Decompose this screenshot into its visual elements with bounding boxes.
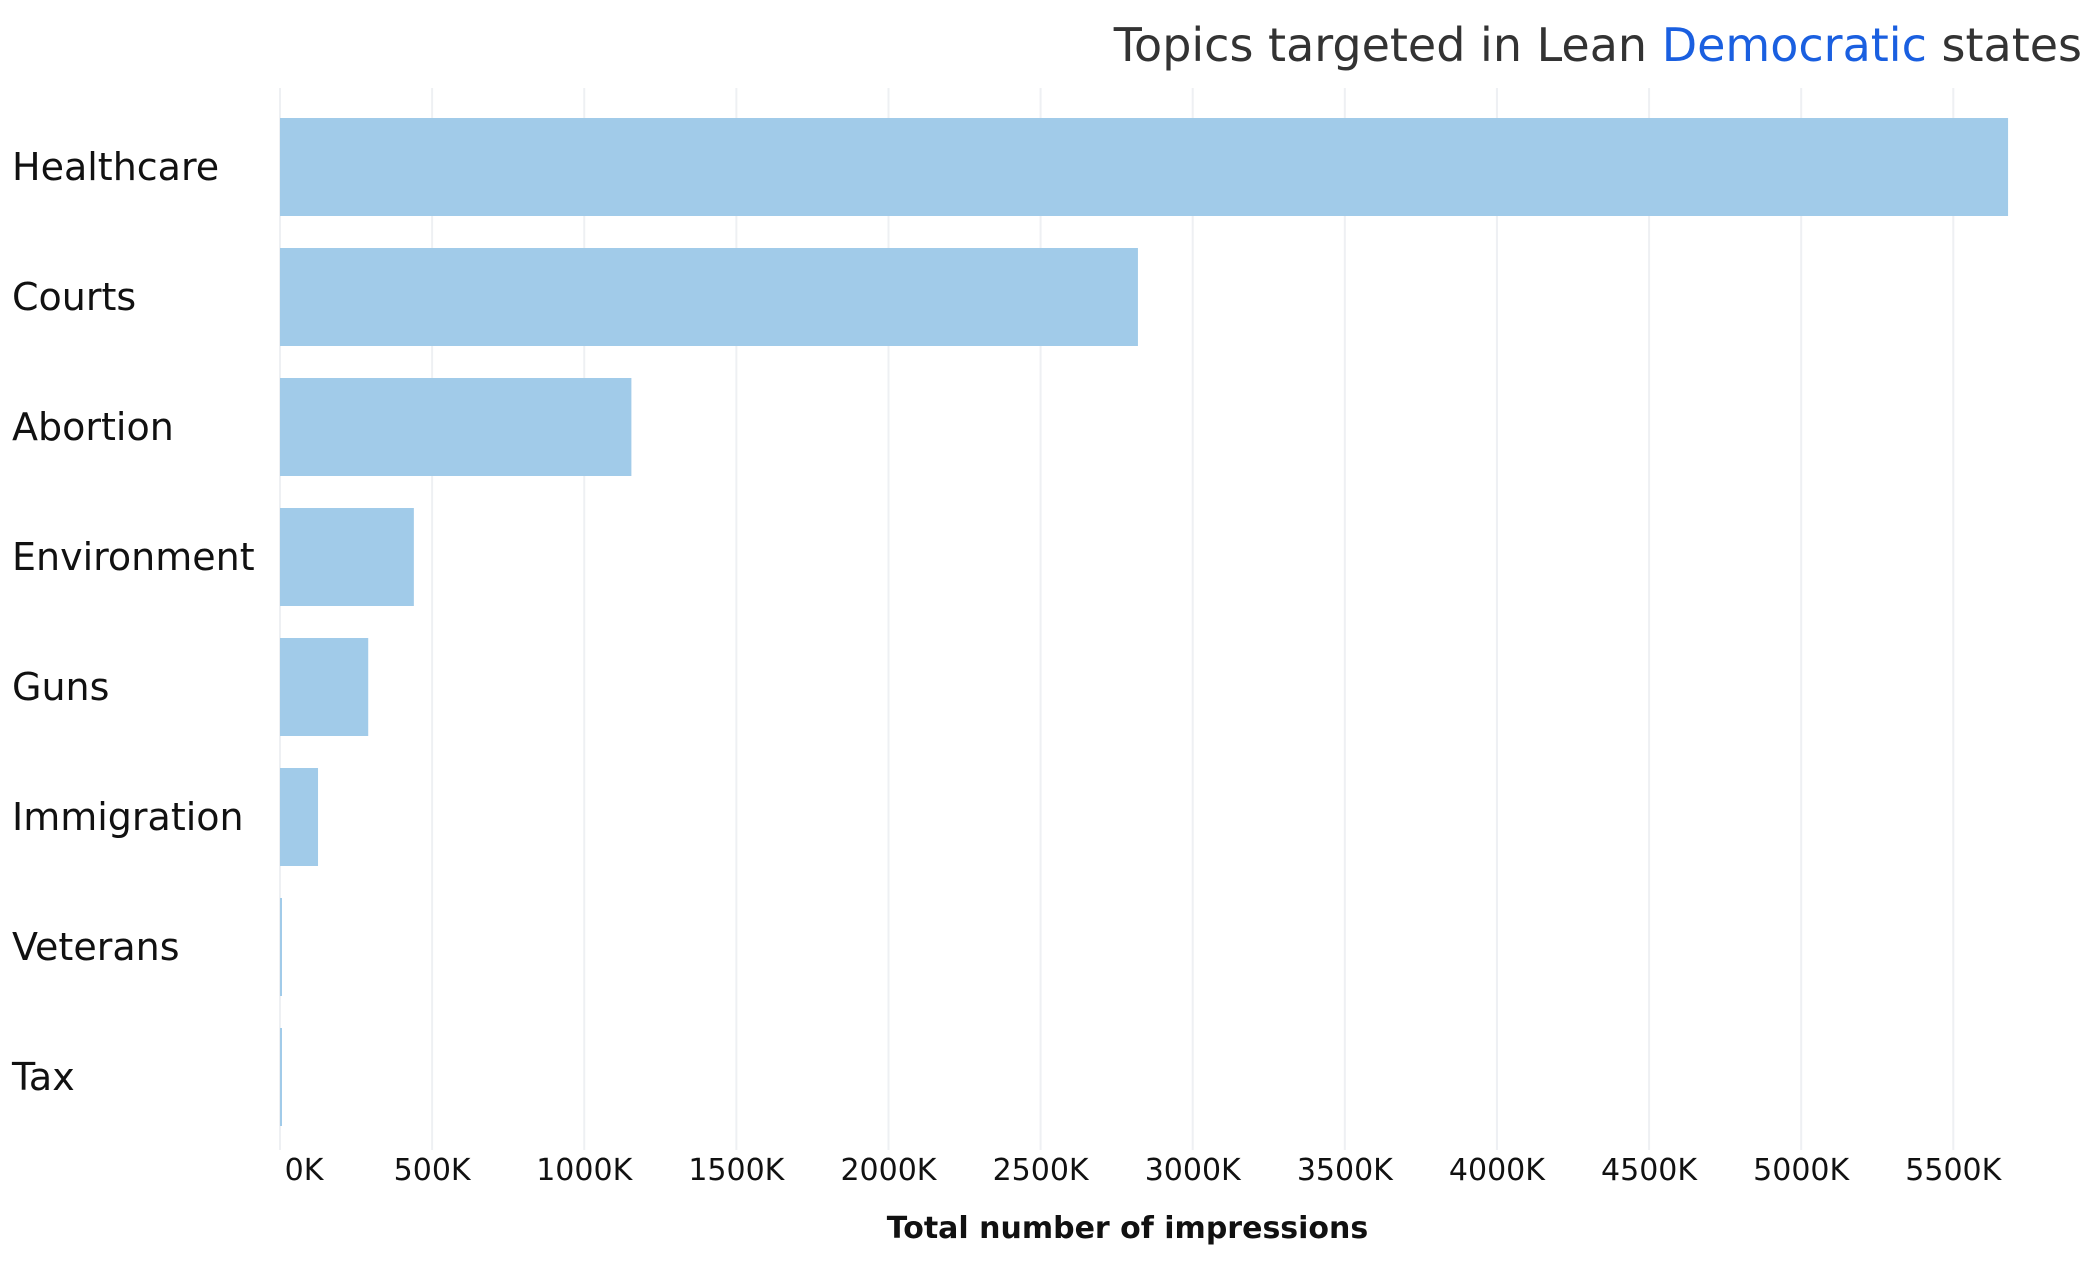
category-label-courts: Courts (12, 275, 136, 319)
x-tick-label-1000k: 1000K (536, 1153, 633, 1188)
chart-title: Topics targeted in Lean Democratic state… (1114, 18, 2082, 72)
bar-tax (280, 1028, 282, 1126)
bar-environment (280, 508, 414, 606)
x-tick-label-2500k: 2500K (993, 1153, 1090, 1188)
bar-veterans (280, 898, 282, 996)
bar-healthcare (280, 118, 2009, 216)
x-tick-label-5000k: 5000K (1753, 1153, 1850, 1188)
x-tick-label-500k: 500K (394, 1153, 472, 1188)
x-tick-label-1500k: 1500K (688, 1153, 785, 1188)
x-tick-label-5500k: 5500K (1905, 1153, 2002, 1188)
bar-courts (280, 248, 1138, 346)
bar-abortion (280, 378, 632, 476)
x-tick-label-4000k: 4000K (1449, 1153, 1546, 1188)
chart-title-highlight: Democratic (1661, 18, 1927, 72)
x-tick-label-4500k: 4500K (1601, 1153, 1698, 1188)
category-label-tax: Tax (11, 1055, 75, 1099)
category-label-immigration: Immigration (12, 795, 244, 839)
x-tick-label-0k: 0K (285, 1153, 325, 1188)
category-label-healthcare: Healthcare (12, 145, 219, 189)
category-label-abortion: Abortion (12, 405, 174, 449)
bar-guns (280, 638, 369, 736)
x-tick-label-3000k: 3000K (1145, 1153, 1242, 1188)
category-label-environment: Environment (12, 535, 255, 579)
category-label-veterans: Veterans (12, 925, 180, 969)
category-label-guns: Guns (12, 665, 109, 709)
bar-immigration (280, 768, 319, 866)
x-tick-label-2000k: 2000K (840, 1153, 937, 1188)
chart-title-suffix: states (1926, 18, 2082, 72)
x-axis-label: Total number of impressions (887, 1211, 1369, 1246)
x-tick-label-3500k: 3500K (1297, 1153, 1394, 1188)
chart-title-prefix: Topics targeted in Lean (1113, 18, 1662, 72)
